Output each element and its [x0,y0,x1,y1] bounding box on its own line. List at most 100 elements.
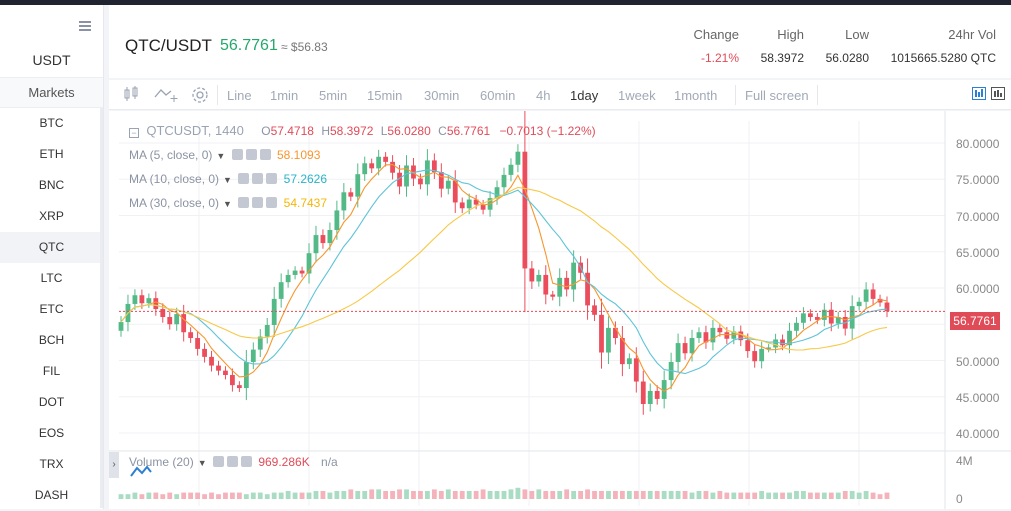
volume-bar [341,491,347,499]
timeframe-1min[interactable]: 1min [270,88,299,103]
candle-body [355,174,361,197]
close-icon[interactable] [266,173,278,184]
timeframe-line[interactable]: Line [227,88,252,103]
ma30-legend[interactable]: MA (30, close, 0) ▼ 54.7437 [129,196,327,210]
chevron-down-icon[interactable]: ▼ [216,151,226,161]
candlestick-plot[interactable] [109,111,1011,509]
volume-tick-label: 0 [956,492,963,506]
sidebar-scrollbar[interactable] [100,108,103,508]
candle-body [884,302,890,312]
market-item-etc[interactable]: ETC [39,302,64,316]
settings-gear-icon[interactable] [190,85,210,105]
ma10-value: 57.2626 [283,172,328,186]
chevron-down-icon[interactable]: ▼ [223,199,232,209]
market-item-btc[interactable]: BTC [39,116,64,130]
last-price: 56.7761 [220,37,278,54]
ma5-legend[interactable]: MA (5, close, 0) ▼ 58.1093 [129,148,320,162]
volume-bar [689,492,695,499]
candle-body [334,210,340,230]
layout-depth-icon[interactable] [991,87,1005,100]
candle-body [640,381,646,404]
volume-value: 969.286K [258,455,310,469]
timeframe-15min[interactable]: 15min [367,88,403,103]
candle-body [863,289,869,302]
volume-bar [592,491,597,499]
change-value: -1.21% [700,51,739,65]
candle-body [633,358,639,382]
candle-body [619,338,625,365]
collapse-legend-icon[interactable]: − [129,128,139,138]
vol-label: 24hr Vol [948,27,996,42]
candle-body [313,235,319,254]
candle-body [174,314,180,325]
gear-icon[interactable] [245,149,257,160]
market-item-qtc[interactable]: QTC [0,232,103,263]
market-item-eth[interactable]: ETH [39,147,64,161]
close-icon[interactable] [266,197,278,208]
volume-legend[interactable]: Volume (20) ▼ 969.286K n/a [129,455,338,469]
candle-body [835,317,841,324]
volume-bar [501,491,507,499]
market-item-trx[interactable]: TRX [39,457,64,471]
ma10-legend[interactable]: MA (10, close, 0) ▼ 57.2626 [129,172,327,186]
eye-icon[interactable] [212,456,224,467]
timeframe-1week[interactable]: 1week [618,88,656,103]
add-indicator-icon[interactable] [153,85,179,105]
candle-body [341,192,347,211]
volume-bar [801,491,806,499]
eye-icon[interactable] [231,149,243,160]
volume-na: n/a [321,455,338,469]
candle-body [209,356,214,366]
volume-bar [606,491,611,499]
timeframe-1month[interactable]: 1month [674,88,718,103]
market-item-xrp[interactable]: XRP [39,209,64,223]
eye-icon[interactable] [238,173,250,184]
volume-bar [759,491,765,499]
fullscreen-button[interactable]: Full screen [745,88,809,103]
candle-body [550,294,556,297]
chevron-down-icon[interactable]: ▼ [197,458,207,468]
market-item-eos[interactable]: EOS [38,426,65,440]
candle-body [223,370,228,375]
candle-body [870,289,876,299]
timeframe-1day[interactable]: 1day [570,88,599,103]
timeframe-5min[interactable]: 5min [319,88,348,103]
gear-icon[interactable] [252,197,264,208]
gear-icon[interactable] [252,173,264,184]
market-item-dot[interactable]: DOT [38,395,65,409]
menu-icon[interactable] [75,21,91,33]
timeframe-4h[interactable]: 4h [536,88,551,103]
market-item-ltc[interactable]: LTC [40,271,63,285]
candle-body [821,309,827,320]
candle-body [543,274,549,295]
candle-body [285,274,291,283]
candle-body [139,295,145,304]
ma5-value: 58.1093 [276,148,321,162]
market-item-bnc[interactable]: BNC [38,178,65,192]
market-item-dash[interactable]: DASH [34,488,69,502]
eye-icon[interactable] [238,197,250,208]
candle-body [264,324,270,337]
gear-icon[interactable] [226,456,238,467]
volume-bar [703,491,709,499]
volume-bar [167,492,173,499]
volume-bar [661,491,667,499]
timeframe-60min[interactable]: 60min [480,88,516,103]
layout-chart-icon[interactable] [972,87,986,100]
chevron-right-icon[interactable]: › [109,452,119,478]
market-item-bch[interactable]: BCH [38,333,65,347]
candle-body [438,172,444,189]
market-item-fil[interactable]: FIL [42,364,61,378]
timeframe-30min[interactable]: 30min [424,88,460,103]
close-icon[interactable] [259,149,271,160]
candle-body [759,348,765,362]
chevron-down-icon[interactable]: ▼ [223,175,232,185]
kline-chart[interactable]: − QTCUSDT, 1440 O57.4718 H58.3972 L56.02… [109,111,1011,509]
candle-type-icon[interactable] [121,85,141,105]
candle-body [327,230,333,244]
candle-body [153,298,159,310]
close-icon[interactable] [240,456,252,467]
candle-body [501,174,507,188]
quote-currency-title[interactable]: USDT [32,52,71,68]
volume-bar [313,491,319,499]
